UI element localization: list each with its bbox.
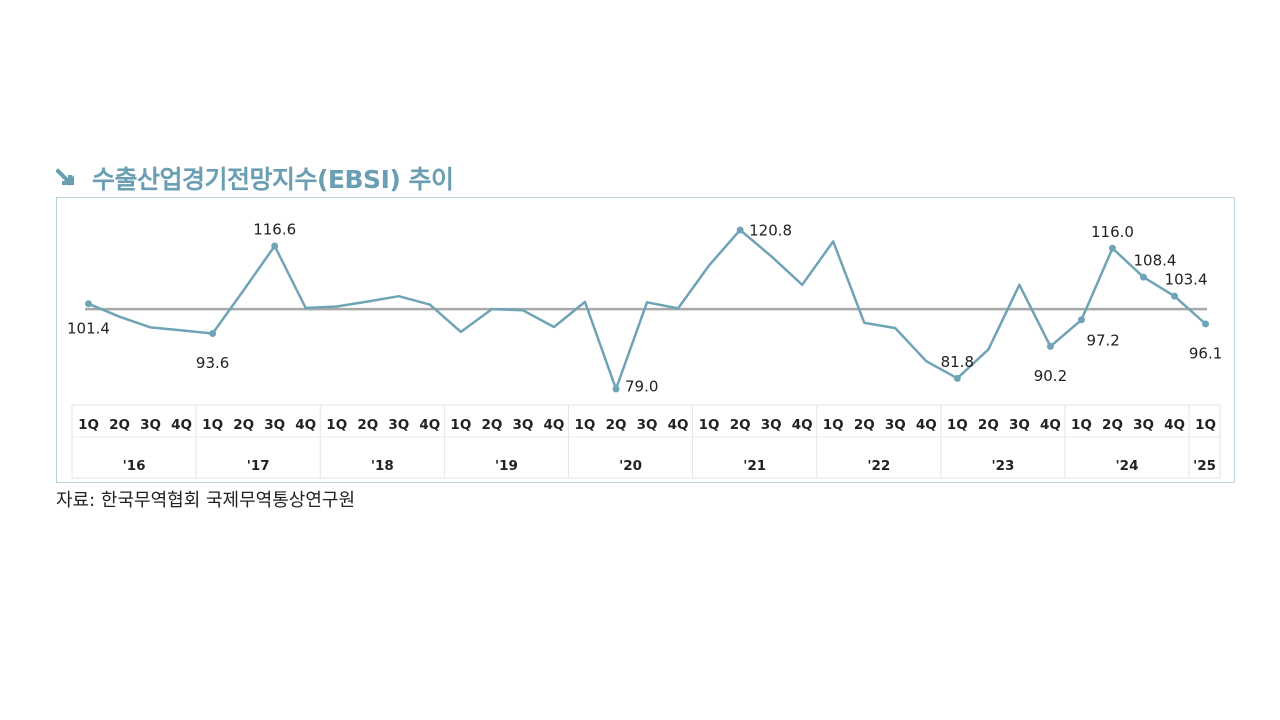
chart-frame: 101.4 93.6 116.6 79.0 120.8 81.8 90.2 97.2 116.0… bbox=[56, 197, 1235, 483]
data-label-33: 116.0 bbox=[1091, 223, 1134, 241]
quarter-label-0: 1Q bbox=[78, 417, 99, 433]
quarter-label-36: 1Q bbox=[1195, 417, 1216, 433]
quarter-label-23: 4Q bbox=[792, 417, 813, 433]
data-label-4: 93.6 bbox=[196, 354, 229, 372]
ebsi-line-chart: 101.4 93.6 116.6 79.0 120.8 81.8 90.2 97.2 116.0… bbox=[67, 220, 1222, 479]
data-point-28 bbox=[953, 374, 961, 382]
data-point-33 bbox=[1108, 244, 1116, 252]
data-point-17 bbox=[612, 385, 620, 393]
data-label-36: 96.1 bbox=[1189, 344, 1222, 362]
year-label-0: '16 bbox=[123, 458, 146, 474]
quarter-label-15: 4Q bbox=[544, 417, 565, 433]
year-label-8: '24 bbox=[1116, 458, 1139, 474]
quarter-label-18: 3Q bbox=[637, 417, 658, 433]
data-point-4 bbox=[209, 329, 217, 337]
quarter-label-22: 3Q bbox=[761, 417, 782, 433]
year-label-4: '20 bbox=[619, 458, 642, 474]
data-point-36 bbox=[1202, 320, 1210, 328]
data-label-31: 90.2 bbox=[1034, 367, 1067, 385]
data-label-32: 97.2 bbox=[1086, 331, 1119, 349]
quarter-label-11: 4Q bbox=[419, 417, 440, 433]
data-label-17: 79.0 bbox=[625, 378, 658, 396]
quarter-label-4: 1Q bbox=[202, 417, 223, 433]
quarter-label-1: 2Q bbox=[109, 417, 130, 433]
data-label-21: 120.8 bbox=[749, 222, 792, 240]
quarter-label-10: 3Q bbox=[388, 417, 409, 433]
quarter-label-32: 1Q bbox=[1071, 417, 1092, 433]
arrow-down-right-icon bbox=[56, 168, 74, 186]
data-label-6: 116.6 bbox=[253, 220, 296, 238]
quarter-label-5: 2Q bbox=[233, 417, 254, 433]
quarter-label-17: 2Q bbox=[606, 417, 627, 433]
data-point-21 bbox=[736, 226, 744, 234]
chart-title-row: 수출산업경기전망지수(EBSI) 추이 bbox=[56, 160, 454, 196]
data-point-6 bbox=[271, 242, 279, 250]
quarter-label-13: 2Q bbox=[481, 417, 502, 433]
quarter-label-19: 4Q bbox=[668, 417, 689, 433]
year-label-9: '25 bbox=[1193, 458, 1216, 474]
quarter-label-30: 3Q bbox=[1009, 417, 1030, 433]
quarter-label-3: 4Q bbox=[171, 417, 192, 433]
quarter-label-35: 4Q bbox=[1164, 417, 1185, 433]
data-point-35 bbox=[1171, 292, 1179, 300]
data-point-0 bbox=[85, 300, 92, 308]
data-label-34: 108.4 bbox=[1134, 252, 1177, 270]
year-label-3: '19 bbox=[495, 458, 518, 474]
quarter-label-33: 2Q bbox=[1102, 417, 1123, 433]
quarter-label-25: 2Q bbox=[854, 417, 875, 433]
quarter-label-28: 1Q bbox=[947, 417, 968, 433]
quarter-label-26: 3Q bbox=[885, 417, 906, 433]
year-label-7: '23 bbox=[991, 458, 1014, 474]
quarter-label-9: 2Q bbox=[357, 417, 378, 433]
quarter-label-27: 4Q bbox=[916, 417, 937, 433]
quarter-label-14: 3Q bbox=[512, 417, 533, 433]
data-point-32 bbox=[1077, 316, 1085, 324]
quarter-label-12: 1Q bbox=[450, 417, 471, 433]
chart-title: 수출산업경기전망지수(EBSI) 추이 bbox=[92, 165, 454, 194]
quarter-label-7: 4Q bbox=[295, 417, 316, 433]
year-label-2: '18 bbox=[371, 458, 394, 474]
year-label-5: '21 bbox=[743, 458, 766, 474]
quarter-label-29: 2Q bbox=[978, 417, 999, 433]
data-label-28: 81.8 bbox=[941, 353, 974, 371]
data-label-35: 103.4 bbox=[1165, 271, 1208, 289]
quarter-label-21: 2Q bbox=[730, 417, 751, 433]
year-label-1: '17 bbox=[247, 458, 270, 474]
quarter-label-20: 1Q bbox=[699, 417, 720, 433]
data-point-31 bbox=[1046, 342, 1054, 350]
quarter-label-31: 4Q bbox=[1040, 417, 1061, 433]
data-label-0: 101.4 bbox=[67, 319, 110, 337]
quarter-label-34: 3Q bbox=[1133, 417, 1154, 433]
year-label-6: '22 bbox=[867, 458, 890, 474]
quarter-label-16: 1Q bbox=[575, 417, 596, 433]
data-point-34 bbox=[1140, 273, 1148, 281]
quarter-label-6: 3Q bbox=[264, 417, 285, 433]
quarter-label-24: 1Q bbox=[823, 417, 844, 433]
quarter-label-8: 1Q bbox=[326, 417, 347, 433]
source-note: 자료: 한국무역협회 국제무역통상연구원 bbox=[56, 490, 356, 511]
quarter-label-2: 3Q bbox=[140, 417, 161, 433]
